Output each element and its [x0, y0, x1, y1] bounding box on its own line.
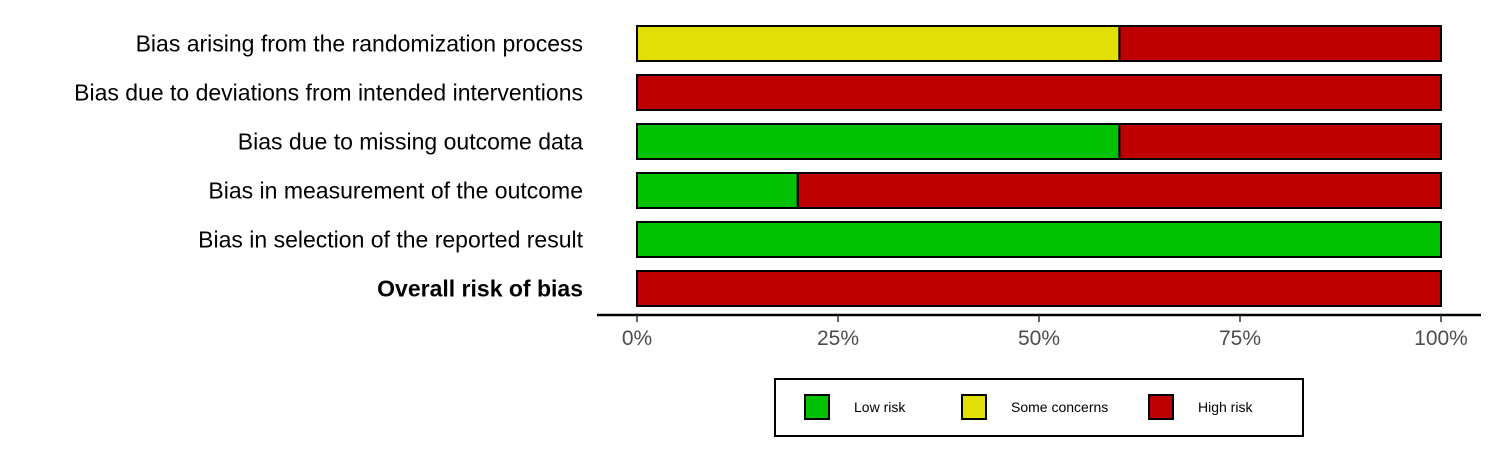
row-label: Bias in selection of the reported result: [198, 227, 583, 253]
x-tick-label: 50%: [1018, 327, 1060, 350]
bar-segment-low-risk: [636, 123, 1121, 160]
legend-label: Low risk: [854, 399, 906, 415]
x-axis: 0% 25% 50% 75% 100%: [597, 313, 1481, 350]
bar-segment-high-risk: [1118, 123, 1443, 160]
row-label: Bias due to missing outcome data: [238, 129, 583, 155]
x-tick-label: 25%: [817, 327, 859, 350]
row-label: Overall risk of bias: [377, 276, 583, 302]
x-tick-label: 100%: [1414, 327, 1468, 350]
bar-segment-low-risk: [636, 172, 799, 209]
bar-segment-high-risk: [796, 172, 1442, 209]
legend: Low risk Some concerns High risk: [774, 378, 1304, 437]
bar-segment-high-risk: [636, 74, 1442, 111]
legend-swatch-low-risk: [804, 394, 830, 420]
legend-swatch-high-risk: [1148, 394, 1174, 420]
row-label: Bias arising from the randomization proc…: [136, 31, 583, 57]
legend-label: High risk: [1198, 399, 1253, 415]
x-tick-label: 0%: [622, 327, 652, 350]
row-labels: Bias arising from the randomization proc…: [74, 31, 583, 302]
legend-box: [774, 378, 1304, 437]
legend-label: Some concerns: [1011, 399, 1108, 415]
bar-segment-high-risk: [1118, 25, 1443, 62]
row-label: Bias due to deviations from intended int…: [74, 80, 583, 106]
bars: [636, 25, 1443, 307]
bar-segment-some-concerns: [636, 25, 1121, 62]
row-label: Bias in measurement of the outcome: [208, 178, 583, 204]
x-tick-label: 75%: [1219, 327, 1261, 350]
legend-swatch-some-concerns: [961, 394, 987, 420]
bar-segment-high-risk: [636, 270, 1442, 307]
bar-segment-low-risk: [636, 221, 1442, 258]
